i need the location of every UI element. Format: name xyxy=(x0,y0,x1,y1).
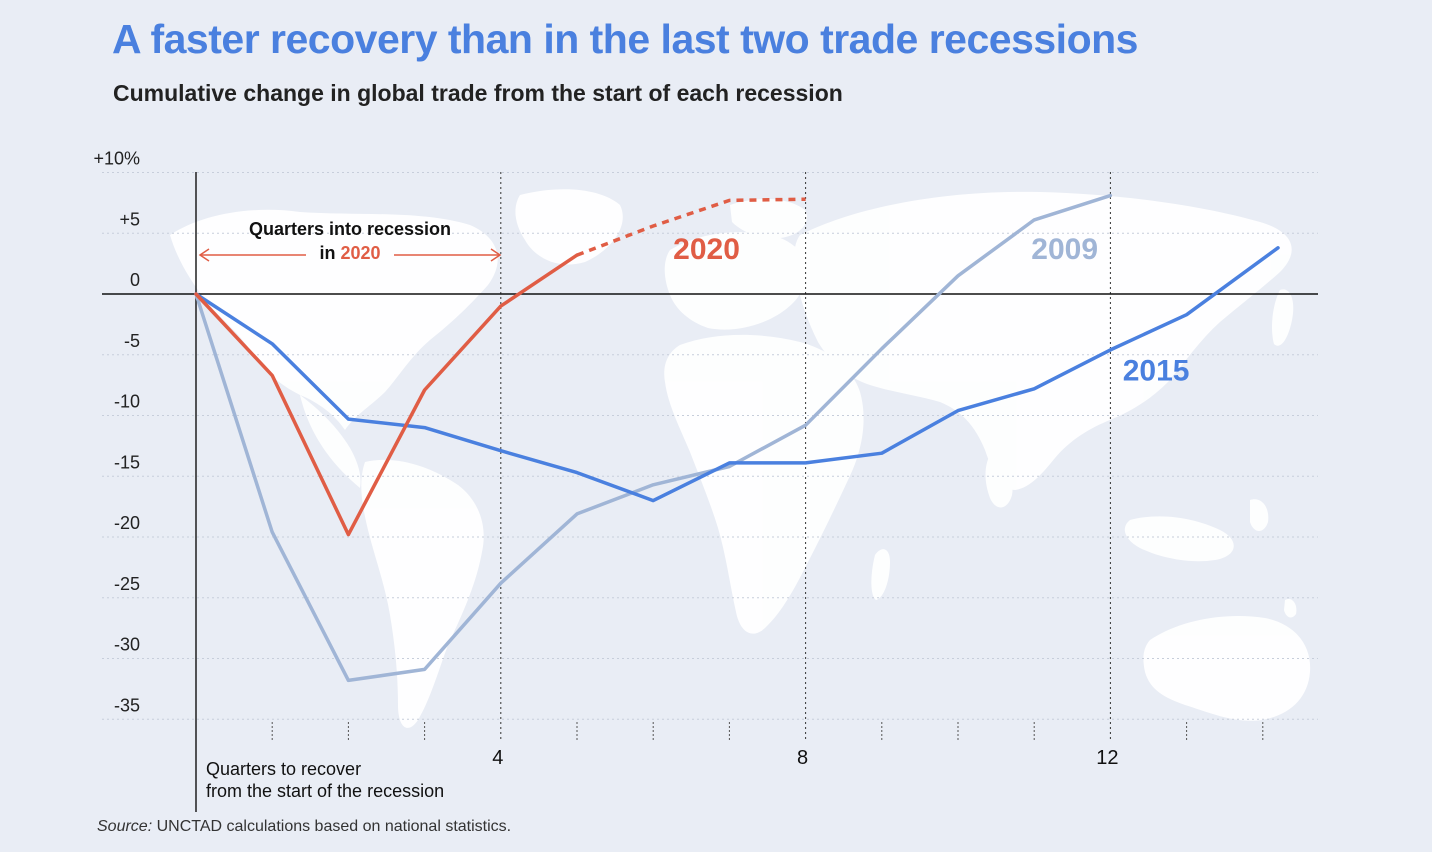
page-subtitle: Cumulative change in global trade from t… xyxy=(113,80,843,106)
y-tick-label: -10 xyxy=(114,392,140,412)
y-tick-label: -35 xyxy=(114,695,140,715)
annotation-quarters-to-recover: Quarters to recover xyxy=(206,759,361,779)
annotation-in-prefix: in xyxy=(319,243,340,263)
x-tick-label: 4 xyxy=(492,747,503,769)
annotation-quarters-into-recession: Quarters into recession xyxy=(249,219,451,239)
series-label-2009: 2009 xyxy=(1031,233,1098,266)
source-text: UNCTAD calculations based on national st… xyxy=(152,818,512,835)
annotation-year-2020: 2020 xyxy=(340,243,380,263)
series-projection-2020 xyxy=(576,197,806,257)
annotation-arrow-left xyxy=(198,248,306,262)
series-label-2020: 2020 xyxy=(673,233,740,266)
annotation-in-2020: in 2020 xyxy=(319,243,380,263)
y-tick-label: -30 xyxy=(114,635,140,655)
y-tick-label: -5 xyxy=(124,331,140,351)
annotation-arrow-right xyxy=(394,248,502,262)
page-title: A faster recovery than in the last two t… xyxy=(112,16,1138,62)
y-tick-label: -15 xyxy=(114,452,140,472)
source-label: Source: xyxy=(97,818,153,835)
source-note: Source: UNCTAD calculations based on nat… xyxy=(97,818,511,836)
y-tick-label: +10% xyxy=(93,149,140,169)
world-map-background xyxy=(170,189,1311,728)
y-tick-label: 0 xyxy=(130,270,140,290)
annotation-from-start-of-recession: from the start of the recession xyxy=(206,781,444,801)
series-label-2015: 2015 xyxy=(1123,354,1190,387)
x-tick-label: 8 xyxy=(797,747,808,769)
x-tick-label: 12 xyxy=(1096,747,1118,769)
series-line-2009 xyxy=(194,193,1113,683)
series-line-2015 xyxy=(194,246,1280,503)
y-tick-label: -20 xyxy=(114,513,140,533)
y-tick-label: -25 xyxy=(114,574,140,594)
series-line-2020 xyxy=(194,253,579,537)
y-tick-label: +5 xyxy=(119,209,140,229)
